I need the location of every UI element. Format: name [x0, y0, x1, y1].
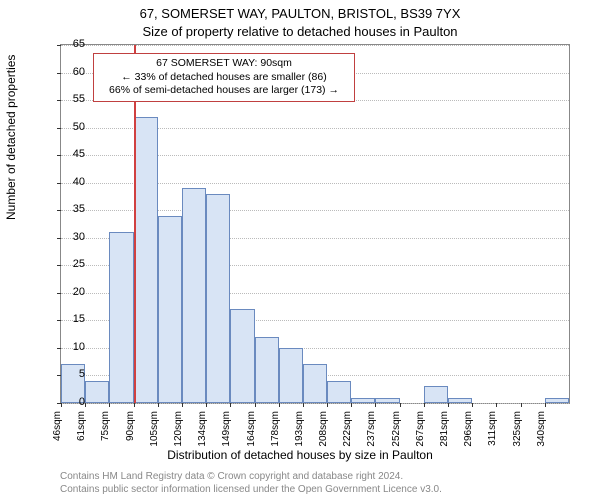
- ytick-mark: [57, 155, 61, 156]
- xtick-label: 149sqm: [221, 411, 232, 447]
- xtick-label: 120sqm: [173, 411, 184, 447]
- xtick-mark: [351, 403, 352, 407]
- annotation-line-3: 66% of semi-detached houses are larger (…: [100, 84, 348, 98]
- chart-container: 67, SOMERSET WAY, PAULTON, BRISTOL, BS39…: [0, 0, 600, 500]
- ytick-mark: [57, 100, 61, 101]
- xtick-mark: [85, 403, 86, 407]
- xtick-label: 134sqm: [197, 411, 208, 447]
- gridline: [61, 45, 569, 46]
- xtick-mark: [496, 403, 497, 407]
- xtick-label: 311sqm: [487, 411, 498, 446]
- xtick-label: 105sqm: [149, 411, 160, 447]
- ytick-mark: [57, 183, 61, 184]
- annotation-box: 67 SOMERSET WAY: 90sqm ← 33% of detached…: [93, 53, 355, 102]
- xtick-mark: [61, 403, 62, 407]
- histogram-bar: [182, 188, 206, 403]
- title-line-2: Size of property relative to detached ho…: [0, 24, 600, 39]
- histogram-bar: [158, 216, 182, 403]
- xtick-mark: [375, 403, 376, 407]
- footer-line-1: Contains HM Land Registry data © Crown c…: [60, 471, 442, 484]
- ytick-mark: [57, 238, 61, 239]
- ytick-mark: [57, 128, 61, 129]
- ytick-label: 10: [63, 341, 85, 353]
- title-line-1: 67, SOMERSET WAY, PAULTON, BRISTOL, BS39…: [0, 6, 600, 21]
- xtick-label: 267sqm: [415, 411, 426, 447]
- ytick-label: 30: [63, 231, 85, 243]
- histogram-bar: [424, 386, 448, 403]
- xtick-mark: [327, 403, 328, 407]
- xtick-label: 61sqm: [76, 411, 87, 441]
- plot-area: 46sqm61sqm75sqm90sqm105sqm120sqm134sqm14…: [60, 44, 570, 404]
- y-axis-label: Number of detached properties: [4, 55, 18, 220]
- histogram-bar: [206, 194, 230, 403]
- xtick-label: 208sqm: [318, 411, 329, 447]
- ytick-label: 35: [63, 203, 85, 215]
- ytick-label: 25: [63, 258, 85, 270]
- ytick-label: 20: [63, 286, 85, 298]
- xtick-label: 46sqm: [52, 411, 63, 441]
- xtick-mark: [279, 403, 280, 407]
- xtick-mark: [182, 403, 183, 407]
- ytick-mark: [57, 293, 61, 294]
- xtick-mark: [472, 403, 473, 407]
- xtick-mark: [230, 403, 231, 407]
- annotation-line-1: 67 SOMERSET WAY: 90sqm: [100, 57, 348, 71]
- xtick-mark: [303, 403, 304, 407]
- histogram-bar: [351, 398, 375, 404]
- xtick-label: 296sqm: [463, 411, 474, 447]
- ytick-mark: [57, 348, 61, 349]
- xtick-label: 164sqm: [246, 411, 257, 447]
- ytick-label: 0: [63, 396, 85, 408]
- histogram-bar: [134, 117, 158, 403]
- xtick-mark: [158, 403, 159, 407]
- xtick-mark: [424, 403, 425, 407]
- xtick-label: 237sqm: [366, 411, 377, 447]
- histogram-bar: [303, 364, 327, 403]
- xtick-mark: [545, 403, 546, 407]
- annotation-line-2: ← 33% of detached houses are smaller (86…: [100, 71, 348, 85]
- ytick-mark: [57, 73, 61, 74]
- xtick-label: 281sqm: [439, 411, 450, 447]
- gridline: [61, 403, 569, 404]
- histogram-bar: [448, 398, 472, 404]
- ytick-label: 60: [63, 66, 85, 78]
- xtick-mark: [109, 403, 110, 407]
- ytick-label: 45: [63, 148, 85, 160]
- footer-line-2: Contains public sector information licen…: [60, 484, 442, 497]
- xtick-mark: [255, 403, 256, 407]
- ytick-label: 65: [63, 38, 85, 50]
- xtick-mark: [206, 403, 207, 407]
- ytick-mark: [57, 210, 61, 211]
- ytick-label: 40: [63, 176, 85, 188]
- xtick-mark: [400, 403, 401, 407]
- xtick-label: 75sqm: [100, 411, 111, 441]
- xtick-mark: [134, 403, 135, 407]
- x-axis-label: Distribution of detached houses by size …: [0, 448, 600, 462]
- histogram-bar: [230, 309, 254, 403]
- xtick-mark: [448, 403, 449, 407]
- ytick-label: 55: [63, 93, 85, 105]
- xtick-label: 90sqm: [125, 411, 136, 441]
- histogram-bar: [545, 398, 569, 404]
- ytick-label: 15: [63, 313, 85, 325]
- ytick-mark: [57, 45, 61, 46]
- ytick-label: 5: [63, 368, 85, 380]
- xtick-label: 193sqm: [294, 411, 305, 447]
- ytick-label: 50: [63, 121, 85, 133]
- ytick-mark: [57, 320, 61, 321]
- ytick-mark: [57, 265, 61, 266]
- footer-attribution: Contains HM Land Registry data © Crown c…: [60, 471, 442, 496]
- xtick-label: 178sqm: [270, 411, 281, 447]
- xtick-label: 222sqm: [342, 411, 353, 447]
- xtick-label: 325sqm: [512, 411, 523, 447]
- histogram-bar: [85, 381, 109, 403]
- xtick-label: 340sqm: [536, 411, 547, 447]
- histogram-bar: [255, 337, 279, 403]
- histogram-bar: [109, 232, 133, 403]
- xtick-label: 252sqm: [391, 411, 402, 447]
- histogram-bar: [279, 348, 303, 403]
- xtick-mark: [521, 403, 522, 407]
- histogram-bar: [327, 381, 351, 403]
- histogram-bar: [375, 398, 399, 404]
